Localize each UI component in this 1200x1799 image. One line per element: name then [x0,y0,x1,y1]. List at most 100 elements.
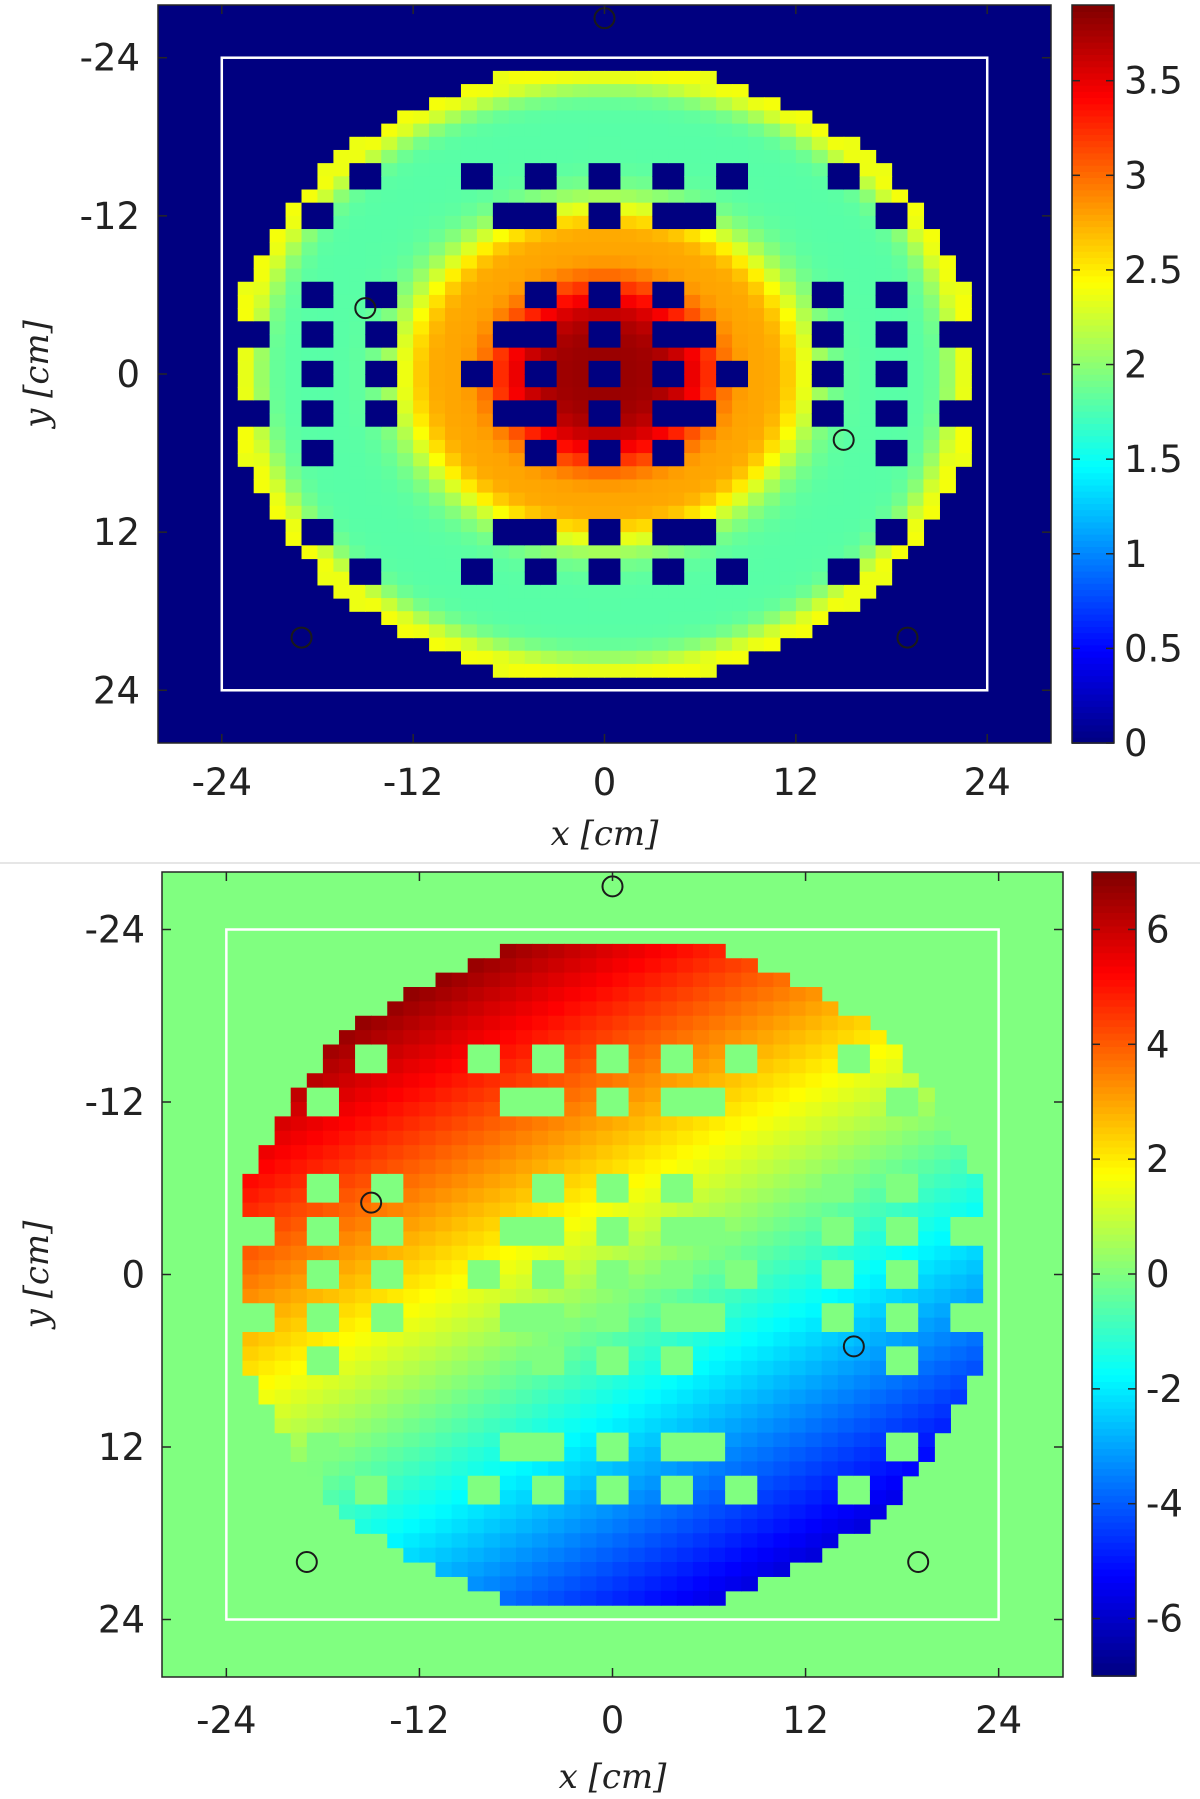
heatmap-cell [725,1562,742,1577]
heatmap-cell [290,1217,308,1232]
heatmap-cell [811,387,829,401]
heatmap-cell [290,1317,308,1333]
heatmap-cell [349,479,366,494]
heatmap-cell [381,255,398,270]
heatmap-cell [779,321,797,336]
heatmap-cell [859,479,877,494]
heatmap-cell [757,1288,774,1304]
heatmap-cell [397,360,414,375]
heatmap-cell [349,584,366,599]
heatmap-cell [483,1145,501,1161]
heatmap-cell [381,242,398,256]
heatmap-cell [939,439,956,454]
heatmap-cell [700,598,717,612]
heatmap-cell [636,426,653,441]
hole-cell [700,334,717,349]
hole-cell [548,1360,565,1376]
heatmap-cell [955,439,972,454]
heatmap-cell [572,176,590,191]
heatmap-cell [419,1058,437,1074]
heatmap-cell [779,163,797,177]
heatmap-cell [492,650,510,665]
colorbar-segment [1092,1099,1136,1108]
heatmap-cell [620,532,637,546]
heatmap-cell [556,374,574,388]
heatmap-cell [540,242,558,256]
heatmap-cell [564,1173,581,1189]
heatmap-cell [773,1173,791,1189]
heatmap-cell [499,1130,517,1146]
heatmap-cell [333,505,350,520]
heatmap-cell [795,611,813,625]
heatmap-cell [875,255,893,270]
heatmap-cell [684,281,701,296]
y-tick-label: -24 [85,909,145,952]
heatmap-cell [612,1245,630,1261]
hole-cell [652,374,669,388]
heatmap-cell [322,1288,340,1304]
heatmap-cell [572,70,590,85]
heatmap-cell [397,387,414,401]
hole-cell [301,374,319,388]
heatmap-cell [460,439,478,454]
heatmap-cell [492,466,510,481]
heatmap-cell [492,387,510,401]
heatmap-cell [253,347,271,362]
heatmap-cell [333,176,350,191]
heatmap-cell [684,598,701,612]
heatmap-cell [467,1288,485,1304]
heatmap-cell [644,1418,662,1434]
heatmap-cell [515,1590,533,1606]
hole-cell [837,1303,855,1319]
heatmap-cell [365,229,382,243]
heatmap-cell [604,136,622,151]
hole-cell [596,1058,614,1074]
hole-cell [483,1475,501,1491]
heatmap-cell [476,545,494,560]
heatmap-cell [644,972,662,988]
heatmap-cell [709,1030,726,1046]
hole-cell [588,571,606,586]
hole-cell [886,1447,903,1462]
hole-cell [515,1317,533,1333]
heatmap-cell [700,492,717,507]
heatmap-cell [853,1030,871,1046]
heatmap-cell [684,624,701,639]
heatmap-cell [548,1533,565,1549]
heatmap-cell [580,1547,598,1563]
heatmap-cell [628,1375,646,1391]
heatmap-cell [843,598,861,612]
hole-cell [660,1173,678,1189]
heatmap-cell [556,123,574,138]
heatmap-cell [580,1447,598,1462]
hole-cell [317,400,335,415]
heatmap-cell [837,1461,855,1477]
heatmap-cell [467,1202,485,1218]
hole-cell [492,532,510,546]
heatmap-cell [419,1332,437,1347]
x-tick-label: 12 [782,1699,829,1742]
heatmap-cell [524,492,542,507]
heatmap-cell [757,1547,774,1563]
heatmap-cell [612,943,630,959]
heatmap-cell [435,1332,453,1347]
hole-cell [732,558,749,573]
heatmap-cell [499,958,517,974]
heatmap-cell [338,1418,356,1434]
heatmap-cell [451,1087,469,1103]
heatmap-cell [492,598,510,612]
heatmap-cell [269,347,287,362]
heatmap-cell [242,1245,260,1261]
heatmap-cell [805,1418,823,1434]
heatmap-cell [285,308,303,322]
heatmap-cell [636,650,653,665]
colorbar-segment [1092,1166,1136,1175]
heatmap-cell [556,149,574,164]
hole-cell [886,1231,903,1247]
heatmap-cell [789,1130,807,1146]
heatmap-cell [748,347,765,362]
heatmap-cell [773,1102,791,1117]
heatmap-cell [757,1231,774,1247]
hole-cell [902,1217,919,1232]
colorbar-segment [1092,1019,1136,1027]
